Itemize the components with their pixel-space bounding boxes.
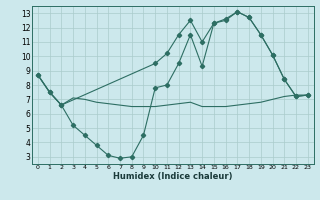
X-axis label: Humidex (Indice chaleur): Humidex (Indice chaleur) — [113, 172, 233, 181]
